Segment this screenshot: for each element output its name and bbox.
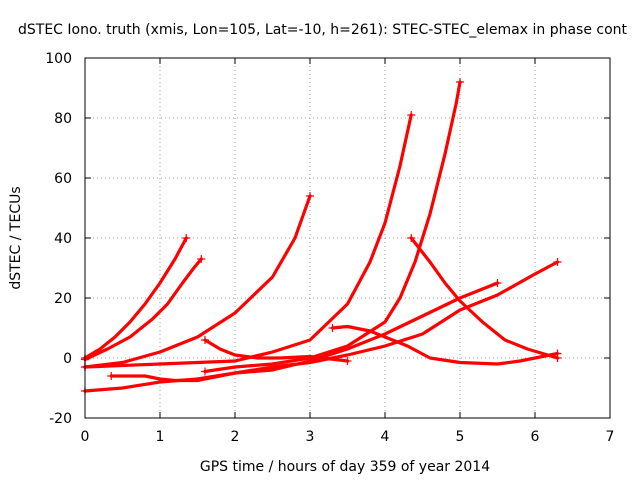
y-tick-label: 100	[45, 51, 72, 67]
x-tick-label: 7	[606, 429, 615, 445]
data-point-marker	[201, 367, 209, 376]
data-point-marker	[553, 258, 562, 266]
data-point-marker	[493, 279, 502, 287]
y-tick-label: -20	[49, 411, 72, 427]
data-point-marker	[553, 354, 562, 362]
series-line	[83, 236, 188, 360]
series-layer	[81, 78, 562, 395]
y-tick-label: 20	[54, 291, 72, 307]
x-axis-label: GPS time / hours of day 359 of year 2014	[200, 459, 490, 475]
chart-title: dSTEC Iono. truth (xmis, Lon=105, Lat=-1…	[18, 22, 628, 38]
data-point-marker	[306, 192, 314, 200]
x-tick-label: 4	[381, 429, 390, 445]
series-line	[83, 194, 312, 369]
data-point-marker	[201, 336, 209, 344]
data-point-marker	[182, 234, 191, 242]
data-point-marker	[328, 324, 337, 332]
y-tick-label: 60	[54, 171, 72, 187]
y-axis-label: dSTEC / TECUs	[8, 186, 24, 289]
series-line	[330, 324, 560, 366]
series-line	[203, 338, 350, 363]
data-series-arc2	[81, 255, 206, 364]
data-series-arc4	[81, 111, 416, 371]
x-tick-label: 3	[306, 429, 315, 445]
data-point-marker	[407, 234, 416, 242]
x-tick-label: 6	[531, 429, 540, 445]
data-point-marker	[197, 255, 206, 263]
series-line	[83, 281, 500, 393]
data-series-arc5	[201, 78, 464, 376]
x-tick-label: 2	[231, 429, 240, 445]
x-tick-label: 1	[156, 429, 165, 445]
series-line	[409, 236, 560, 360]
grid	[85, 58, 610, 418]
data-series-arc8	[407, 234, 562, 362]
series-line	[83, 113, 413, 369]
series-line	[203, 80, 462, 374]
data-point-marker	[107, 372, 116, 380]
plot-frame	[84, 57, 611, 419]
y-tick-label: 40	[54, 231, 72, 247]
x-tick-label: 5	[456, 429, 465, 445]
data-point-marker	[456, 78, 464, 86]
y-tick-label: 0	[63, 351, 72, 367]
series-line	[83, 257, 203, 362]
x-tick-label: 0	[81, 429, 90, 445]
data-series-arc9	[201, 336, 352, 365]
data-point-marker	[407, 111, 416, 119]
data-series-arc7	[328, 324, 562, 366]
data-point-marker	[343, 357, 352, 365]
y-tick-label: 80	[54, 111, 72, 127]
